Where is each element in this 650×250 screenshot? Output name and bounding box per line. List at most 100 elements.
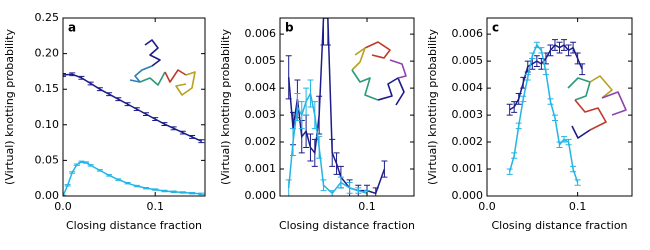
error-bar-line	[561, 39, 568, 51]
error-bar	[189, 134, 196, 139]
error-bar-line	[87, 81, 94, 86]
error-bar-line	[529, 52, 536, 59]
error-bar	[520, 95, 527, 103]
error-bar-line	[524, 60, 531, 73]
error-bar	[179, 191, 186, 194]
knot-inset	[567, 75, 627, 139]
error-bar	[78, 75, 85, 80]
error-bar	[69, 171, 76, 174]
error-bar-line	[570, 165, 577, 173]
error-bar-line	[170, 190, 177, 193]
error-bar-line	[565, 44, 572, 57]
y-tick-label: 0.006	[245, 27, 277, 40]
error-bar	[198, 192, 205, 196]
error-bar	[161, 189, 168, 193]
error-bar-line	[63, 73, 66, 77]
error-bar-line	[303, 114, 310, 148]
error-bar	[307, 133, 314, 162]
error-bar	[561, 136, 568, 143]
error-bar	[152, 188, 159, 191]
error-bar-line	[316, 136, 323, 159]
error-bar	[115, 97, 122, 102]
y-axis-label: (Virtual) knotting probability	[219, 29, 232, 185]
axes-frame	[279, 17, 415, 197]
error-bar-line	[565, 138, 572, 146]
error-bar-line	[285, 55, 292, 100]
error-bar-line	[179, 130, 186, 135]
error-bar	[372, 187, 379, 196]
error-bar	[551, 114, 558, 121]
panel-label: b	[285, 21, 294, 35]
x-axis-label: Closing distance fraction	[279, 219, 415, 232]
error-bar	[294, 93, 301, 121]
error-bar	[133, 107, 140, 112]
error-bar	[511, 101, 518, 113]
error-bar	[329, 138, 336, 167]
y-tick-label: 0.000	[245, 189, 277, 202]
error-bar-line	[133, 107, 140, 112]
error-bar	[106, 174, 113, 177]
error-bar-line	[538, 47, 545, 54]
error-bar	[87, 164, 94, 167]
error-bar-line	[333, 152, 340, 175]
error-bar-line	[152, 117, 159, 122]
error-bar-line	[189, 191, 196, 195]
error-bar	[570, 165, 577, 173]
error-bar-line	[298, 101, 305, 130]
plot-area	[285, 18, 388, 196]
error-bar	[96, 87, 103, 92]
y-tick-label: 0.003	[245, 108, 277, 121]
error-bar-line	[506, 103, 513, 116]
knot-inset	[129, 39, 196, 96]
error-bar	[524, 60, 531, 73]
y-tick-label: 0.001	[452, 162, 484, 175]
error-bar-line	[115, 97, 122, 102]
x-tick-label: 0.0	[478, 200, 496, 213]
error-bar-line	[329, 138, 336, 167]
error-bar	[515, 122, 522, 130]
error-bar-line	[506, 168, 513, 175]
error-bar-line	[124, 102, 131, 107]
error-bar-line	[69, 171, 76, 174]
error-bar-line	[115, 178, 122, 181]
error-bar-line	[320, 18, 327, 46]
error-bar	[285, 55, 292, 100]
error-bar	[83, 161, 90, 164]
error-bar	[170, 126, 177, 131]
error-bar	[381, 160, 388, 178]
error-bar	[87, 81, 94, 86]
error-bar-line	[96, 87, 103, 92]
error-bar-line	[511, 101, 518, 113]
error-bar	[63, 73, 66, 77]
y-tick-label: 0.05	[35, 153, 60, 166]
error-bar	[355, 187, 362, 194]
error-bar	[106, 92, 113, 97]
y-tick-label: 0.000	[452, 189, 484, 202]
error-bar-line	[346, 182, 353, 194]
error-bar-line	[198, 139, 205, 144]
x-axis-label: Closing distance fraction	[66, 219, 202, 232]
error-bar-line	[170, 126, 177, 131]
error-bar	[311, 101, 318, 130]
data-line	[63, 161, 202, 196]
error-bar	[346, 182, 353, 194]
error-bar-line	[142, 186, 149, 190]
error-bar	[547, 44, 554, 57]
error-bar-line	[520, 95, 527, 103]
y-tick-label: 0.15	[35, 82, 60, 95]
error-bar-line	[551, 39, 558, 51]
error-bar	[565, 138, 572, 146]
error-bar-line	[290, 128, 297, 157]
y-tick-label: 0.00	[35, 189, 60, 202]
error-bar-line	[161, 122, 168, 127]
knot-inset	[351, 41, 407, 106]
error-bar-line	[106, 174, 113, 177]
error-bar	[515, 93, 522, 105]
error-bar-line	[189, 134, 196, 139]
error-bar	[69, 72, 76, 77]
error-bar	[533, 55, 540, 68]
error-bar	[115, 178, 122, 181]
error-bar-line	[198, 192, 205, 196]
error-bar	[96, 169, 103, 172]
